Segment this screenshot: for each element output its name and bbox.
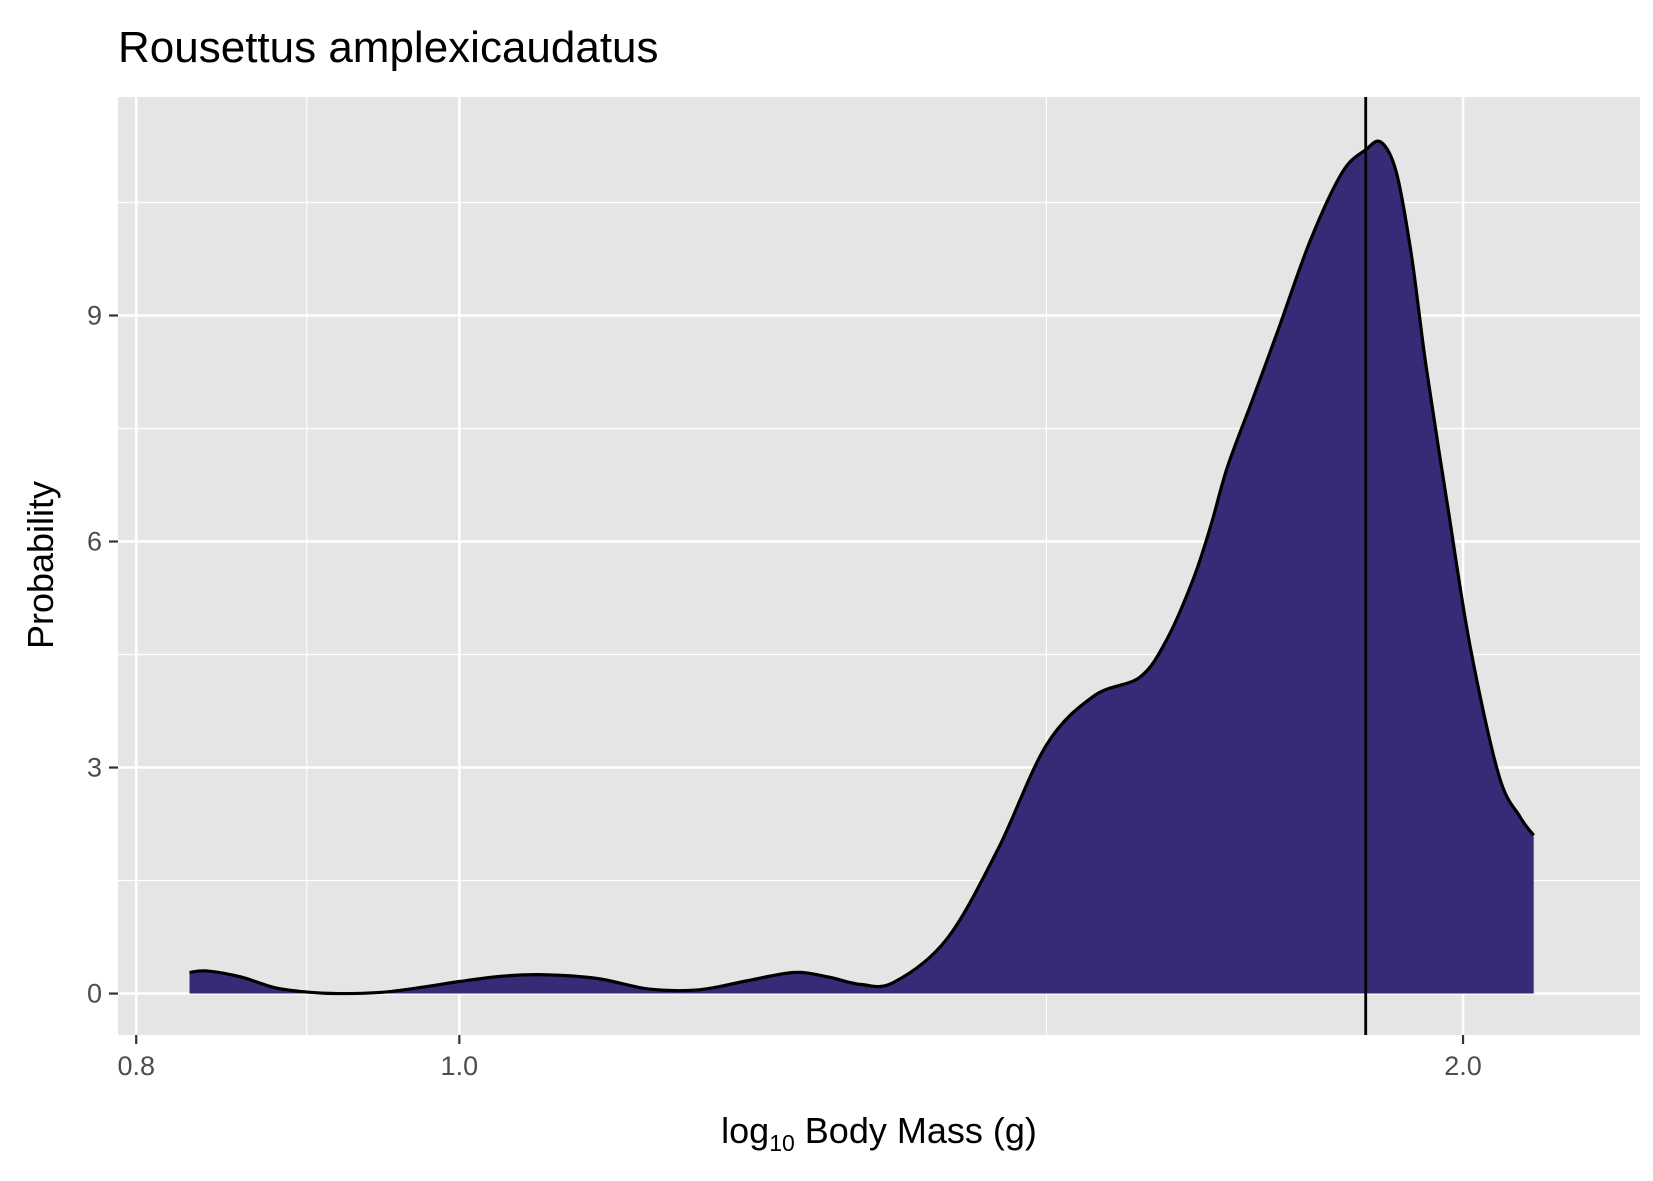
y-axis: 0 3 6 9 [87, 300, 118, 1009]
y-tick-label-2: 6 [87, 527, 102, 557]
x-tick-label-2: 2.0 [1444, 1051, 1482, 1081]
y-axis-title: Probability [20, 481, 61, 649]
x-axis: 0.8 1.0 2.0 [117, 1035, 1482, 1081]
chart-title: Rousettus amplexicaudatus [118, 23, 659, 72]
density-area [189, 141, 1534, 994]
y-tick-label-1: 3 [87, 753, 102, 783]
x-tick-label-1: 1.0 [441, 1051, 479, 1081]
x-tick-label-0: 0.8 [117, 1051, 155, 1081]
y-tick-label-0: 0 [87, 979, 102, 1009]
y-tick-label-3: 9 [87, 300, 102, 330]
x-axis-title: log10 Body Mass (g) [721, 1110, 1037, 1156]
density-curve [189, 139, 1535, 996]
